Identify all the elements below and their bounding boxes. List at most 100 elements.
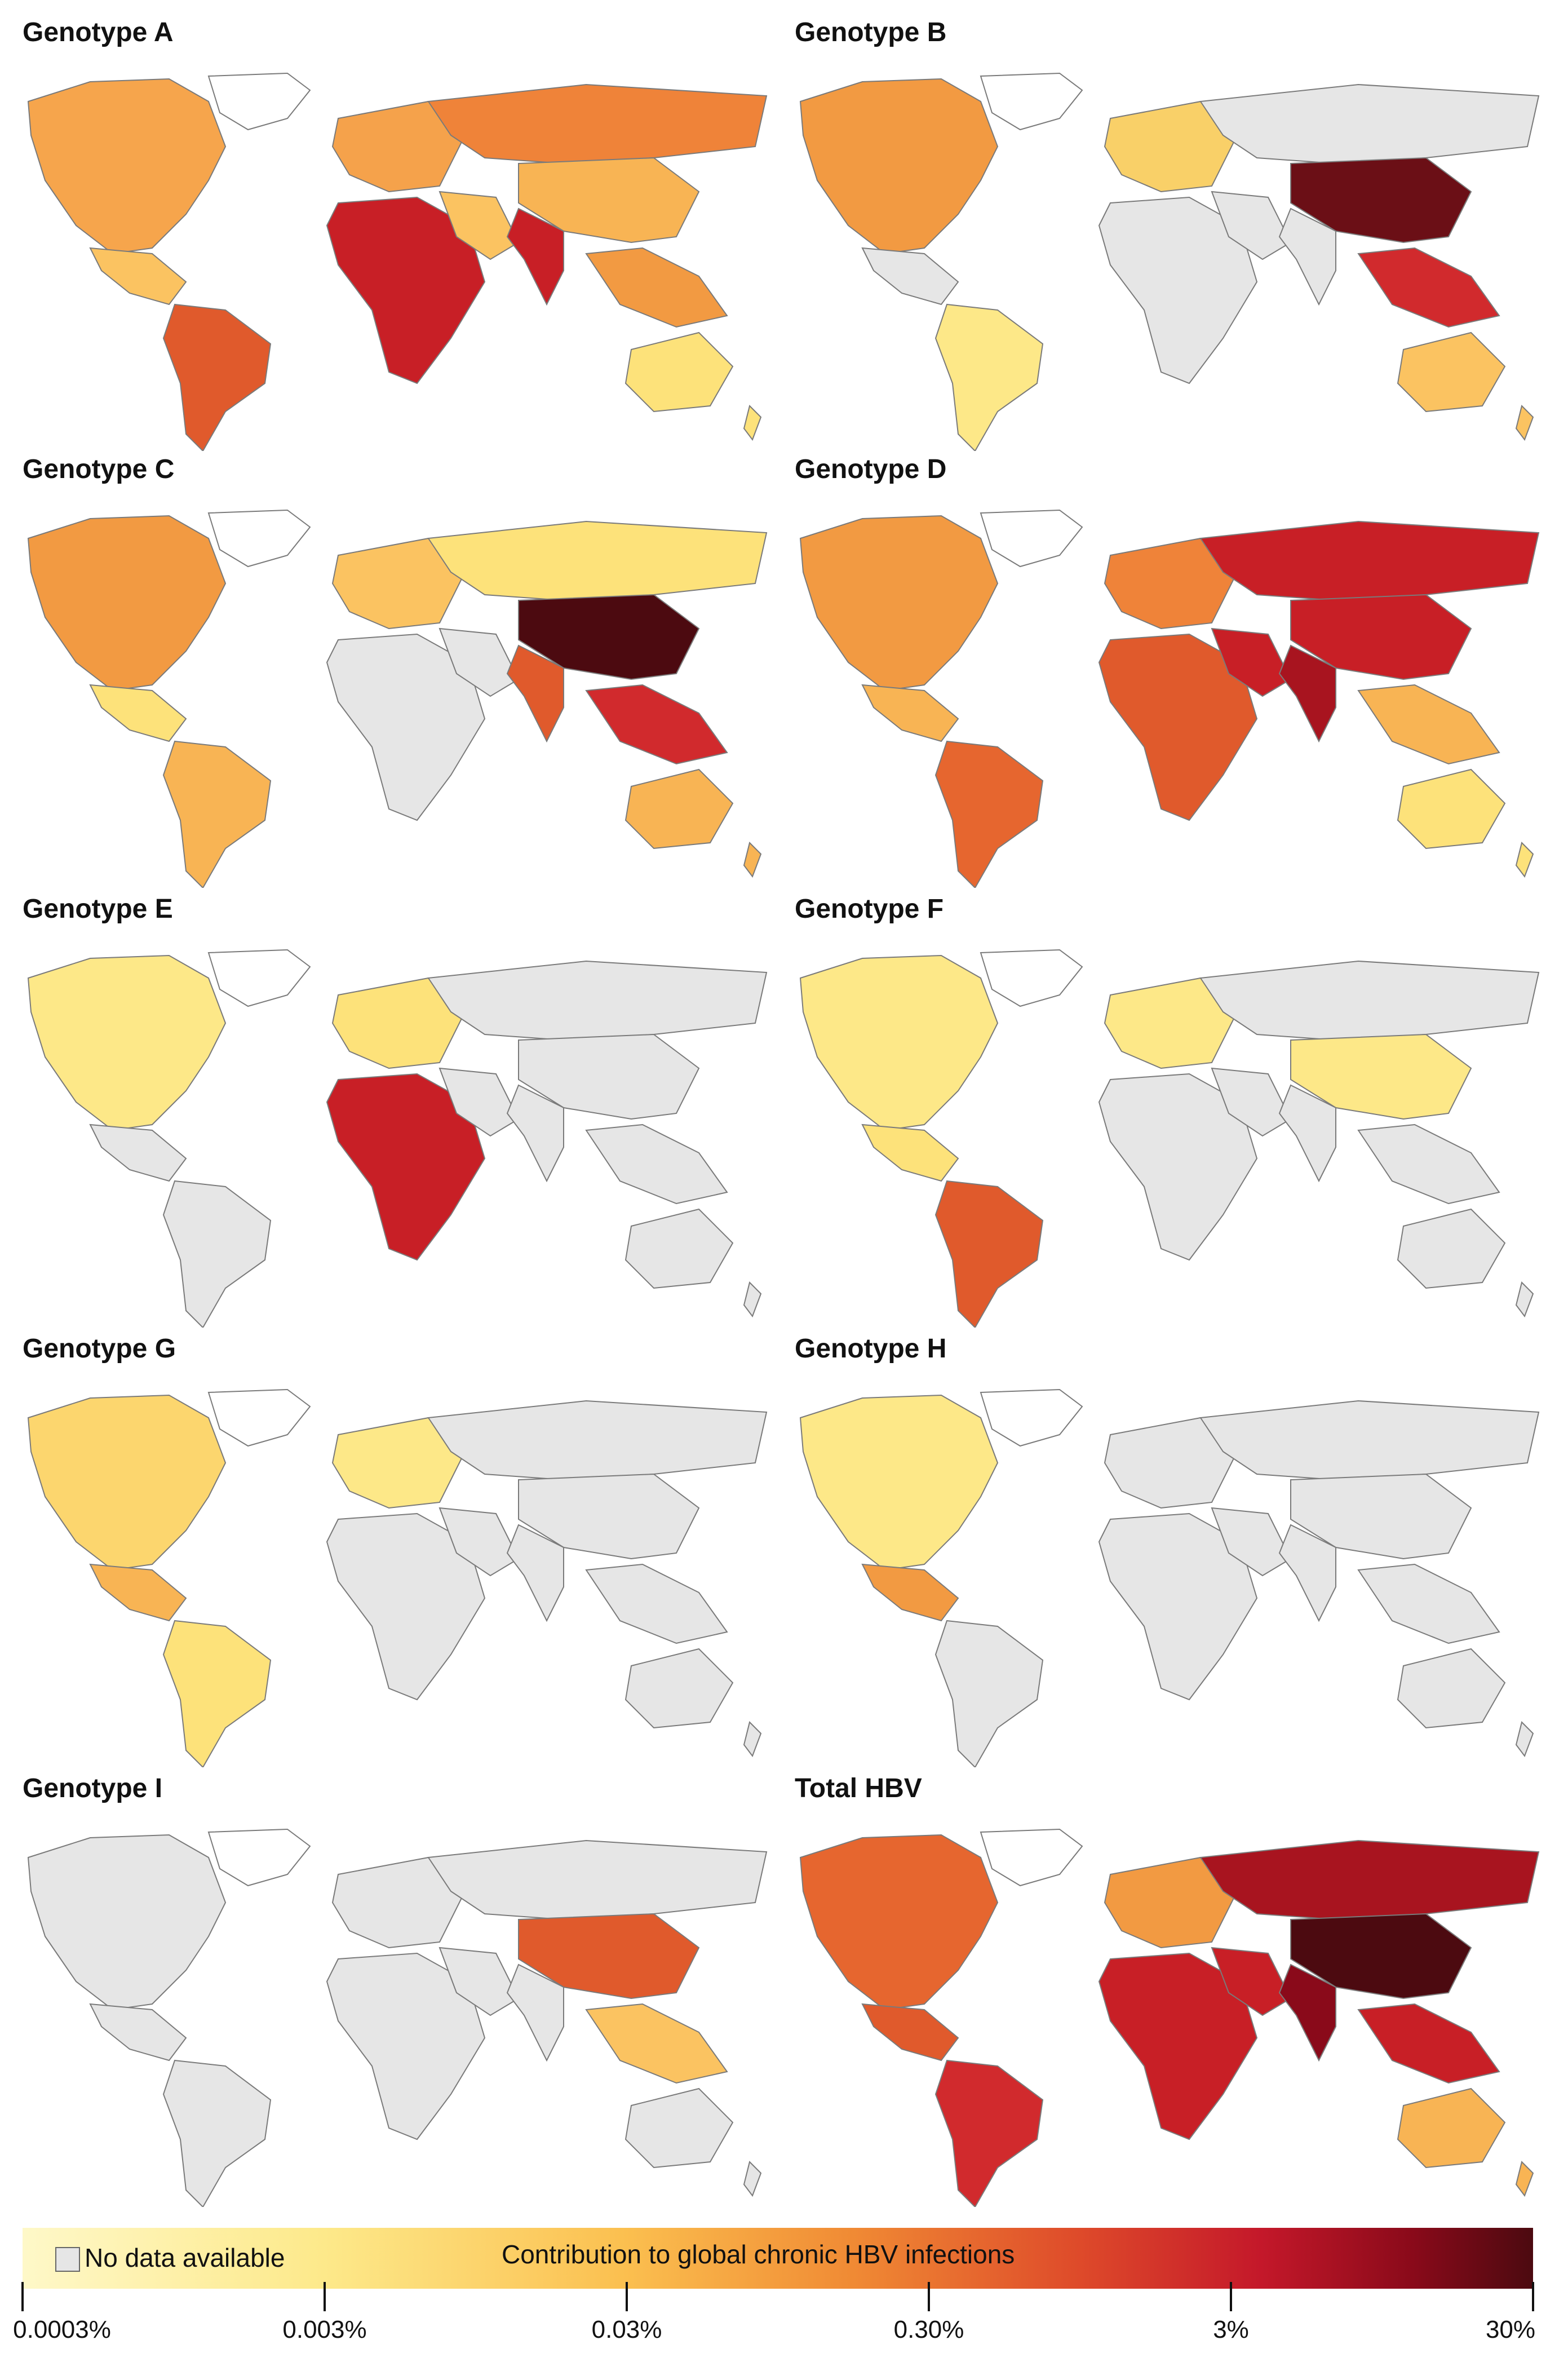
legend-gradient-bar <box>23 2228 1533 2289</box>
region-sa <box>934 303 1044 451</box>
region-australia <box>1515 2161 1534 2197</box>
legend-title: Contribution to global chronic HBV infec… <box>502 2240 1015 2269</box>
region-mideast <box>1211 627 1292 697</box>
region-greenland <box>980 949 1083 1007</box>
panel-genotype-f: Genotype F <box>795 894 1550 1333</box>
panel-title: Genotype A <box>23 17 174 47</box>
no-data-label: No data available <box>85 2243 285 2272</box>
region-india <box>1278 1084 1336 1183</box>
region-india <box>506 1084 564 1183</box>
region-mideast <box>1211 1947 1292 2016</box>
region-russia <box>1199 1400 1540 1481</box>
region-sa <box>934 2059 1044 2207</box>
region-russia <box>427 960 768 1041</box>
region-russia <box>427 1400 768 1481</box>
region-india <box>1278 207 1336 306</box>
panel-genotype-e: Genotype E <box>23 894 778 1333</box>
region-australia <box>624 2087 734 2169</box>
region-sea <box>1357 1124 1500 1205</box>
legend-tick <box>626 2282 628 2311</box>
region-mideast <box>1211 1507 1292 1577</box>
region-mideast <box>438 191 520 260</box>
region-india <box>1278 1524 1336 1622</box>
region-sa <box>162 2059 272 2207</box>
region-australia <box>1515 1281 1534 1318</box>
region-greenland <box>207 1828 311 1887</box>
region-mideast <box>438 1507 520 1577</box>
region-australia <box>743 1281 762 1318</box>
region-australia <box>1515 1721 1534 1758</box>
region-sa <box>162 1180 272 1328</box>
region-russia <box>1199 83 1540 165</box>
region-sa <box>934 1180 1044 1328</box>
region-ca <box>861 1124 959 1182</box>
region-sa <box>162 1620 272 1767</box>
region-mideast <box>1211 191 1292 260</box>
region-asia <box>518 594 700 680</box>
region-greenland <box>980 509 1083 568</box>
panel-genotype-d: Genotype D <box>795 454 1550 894</box>
world-map-genotype-g <box>27 1388 768 1767</box>
region-australia <box>624 768 734 850</box>
region-asia <box>1290 157 1472 244</box>
panel-title: Genotype F <box>795 894 944 924</box>
region-na <box>799 1394 999 1571</box>
region-india <box>506 644 564 743</box>
region-australia <box>743 1721 762 1758</box>
region-asia <box>518 1913 700 2000</box>
panel-genotype-i: Genotype I <box>23 1773 778 2213</box>
panel-title: Genotype G <box>23 1334 176 1364</box>
region-sea <box>585 1563 728 1644</box>
world-map-genotype-f <box>799 949 1540 1328</box>
world-map-genotype-e <box>27 949 768 1328</box>
world-map-total-hbv <box>799 1828 1540 2207</box>
region-mideast <box>438 627 520 697</box>
legend-tick <box>324 2282 326 2311</box>
region-greenland <box>207 949 311 1007</box>
region-ca <box>89 2003 187 2062</box>
region-greenland <box>207 1388 311 1447</box>
panel-genotype-b: Genotype B <box>795 17 1550 457</box>
region-greenland <box>980 1388 1083 1447</box>
region-australia <box>743 842 762 878</box>
legend-tick-label: 3% <box>1213 2316 1249 2343</box>
region-australia <box>743 405 762 441</box>
region-russia <box>1199 1839 1540 1921</box>
region-ca <box>861 684 959 742</box>
region-greenland <box>207 509 311 568</box>
panel-genotype-h: Genotype H <box>795 1333 1550 1773</box>
region-asia <box>518 1473 700 1560</box>
region-asia <box>1290 1473 1472 1560</box>
region-india <box>1278 1963 1336 2062</box>
legend-tick <box>1230 2282 1232 2311</box>
world-map-genotype-i <box>27 1828 768 2207</box>
region-india <box>506 1963 564 2062</box>
region-australia <box>1397 2087 1506 2169</box>
panel-title: Genotype H <box>795 1334 947 1364</box>
panel-title: Total HBV <box>795 1773 922 1803</box>
region-india <box>506 1524 564 1622</box>
region-russia <box>427 83 768 165</box>
region-asia <box>1290 594 1472 680</box>
region-australia <box>1397 1208 1506 1289</box>
world-map-genotype-h <box>799 1388 1540 1767</box>
region-na <box>27 1834 227 2011</box>
region-sea <box>585 247 728 328</box>
region-ca <box>89 684 187 742</box>
region-australia <box>743 2161 762 2197</box>
legend-tick-label: 0.0003% <box>13 2316 111 2343</box>
legend-tick-label: 0.30% <box>893 2316 964 2343</box>
panel-genotype-g: Genotype G <box>23 1333 778 1773</box>
region-na <box>27 515 227 692</box>
region-sea <box>1357 684 1500 765</box>
region-sea <box>1357 1563 1500 1644</box>
no-data-swatch <box>55 2247 80 2272</box>
legend-tick-label: 0.003% <box>282 2316 367 2343</box>
panel-genotype-c: Genotype C <box>23 454 778 894</box>
region-mideast <box>438 1067 520 1137</box>
region-ca <box>89 1124 187 1182</box>
region-sea <box>585 684 728 765</box>
region-asia <box>518 1033 700 1120</box>
region-asia <box>1290 1033 1472 1120</box>
region-australia <box>624 331 734 413</box>
